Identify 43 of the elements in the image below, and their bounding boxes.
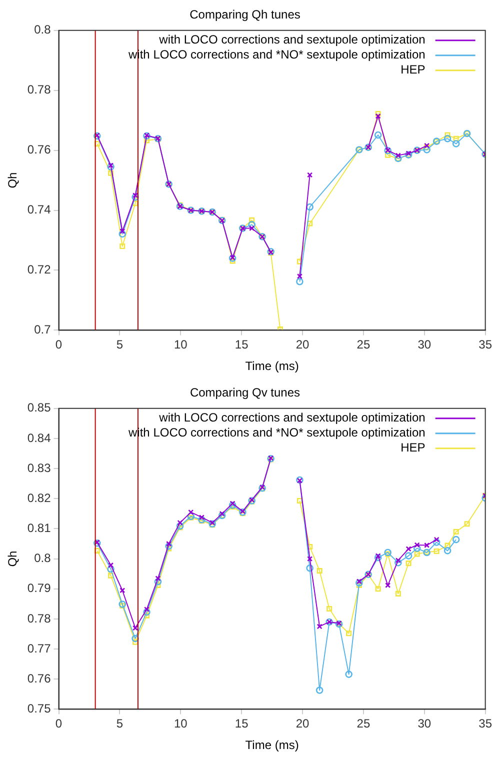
y-axis-title: Qh bbox=[6, 550, 20, 567]
y-tick-label: 0.83 bbox=[27, 460, 52, 475]
x-tick-label: 15 bbox=[234, 716, 249, 731]
x-tick-label: 35 bbox=[478, 716, 492, 731]
x-tick-label: 20 bbox=[296, 716, 310, 731]
x-tick-label: 0 bbox=[55, 338, 62, 352]
x-tick-label: 30 bbox=[418, 716, 432, 731]
x-tick-label: 25 bbox=[356, 338, 370, 352]
x-tick-label: 25 bbox=[356, 716, 370, 731]
x-tick-label: 0 bbox=[55, 716, 62, 731]
x-tick-label: 5 bbox=[116, 338, 124, 352]
x-tick-label: 10 bbox=[174, 716, 188, 731]
legend-label: HEP bbox=[400, 62, 426, 77]
x-tick-label: 35 bbox=[478, 338, 492, 352]
x-tick-label: 10 bbox=[174, 338, 188, 352]
chart-title: Comparing Qh tunes bbox=[190, 8, 300, 22]
x-tick-label: 5 bbox=[116, 716, 124, 731]
y-tick-label: 0.74 bbox=[27, 202, 52, 217]
x-tick-label: 20 bbox=[296, 338, 310, 352]
y-tick-label: 0.78 bbox=[27, 82, 52, 97]
y-tick-label: 0.82 bbox=[27, 490, 52, 505]
x-tick-label: 30 bbox=[418, 338, 432, 352]
y-tick-label: 0.77 bbox=[27, 641, 52, 656]
y-tick-label: 0.8 bbox=[34, 551, 52, 566]
y-tick-label: 0.78 bbox=[27, 611, 52, 626]
y-tick-label: 0.75 bbox=[27, 702, 52, 716]
y-tick-label: 0.81 bbox=[27, 521, 52, 536]
x-axis-title: Time (ms) bbox=[245, 738, 299, 752]
y-tick-label: 0.85 bbox=[27, 400, 52, 415]
y-tick-label: 0.8 bbox=[34, 22, 52, 37]
legend-label: with LOCO corrections and sextupole optimization bbox=[158, 410, 426, 425]
legend-label: with LOCO corrections and sextupole optimization bbox=[158, 32, 426, 47]
chart-title: Comparing Qv tunes bbox=[190, 386, 300, 400]
y-tick-label: 0.72 bbox=[27, 262, 52, 277]
legend-label: HEP bbox=[400, 440, 426, 455]
y-tick-label: 0.84 bbox=[27, 430, 52, 445]
y-axis-title: Qh bbox=[6, 172, 20, 188]
y-tick-label: 0.76 bbox=[27, 142, 52, 157]
y-tick-label: 0.76 bbox=[27, 671, 52, 686]
x-axis-title: Time (ms) bbox=[245, 359, 299, 374]
x-tick-label: 15 bbox=[234, 338, 249, 352]
y-tick-label: 0.79 bbox=[27, 581, 52, 596]
y-tick-label: 0.7 bbox=[34, 322, 52, 337]
